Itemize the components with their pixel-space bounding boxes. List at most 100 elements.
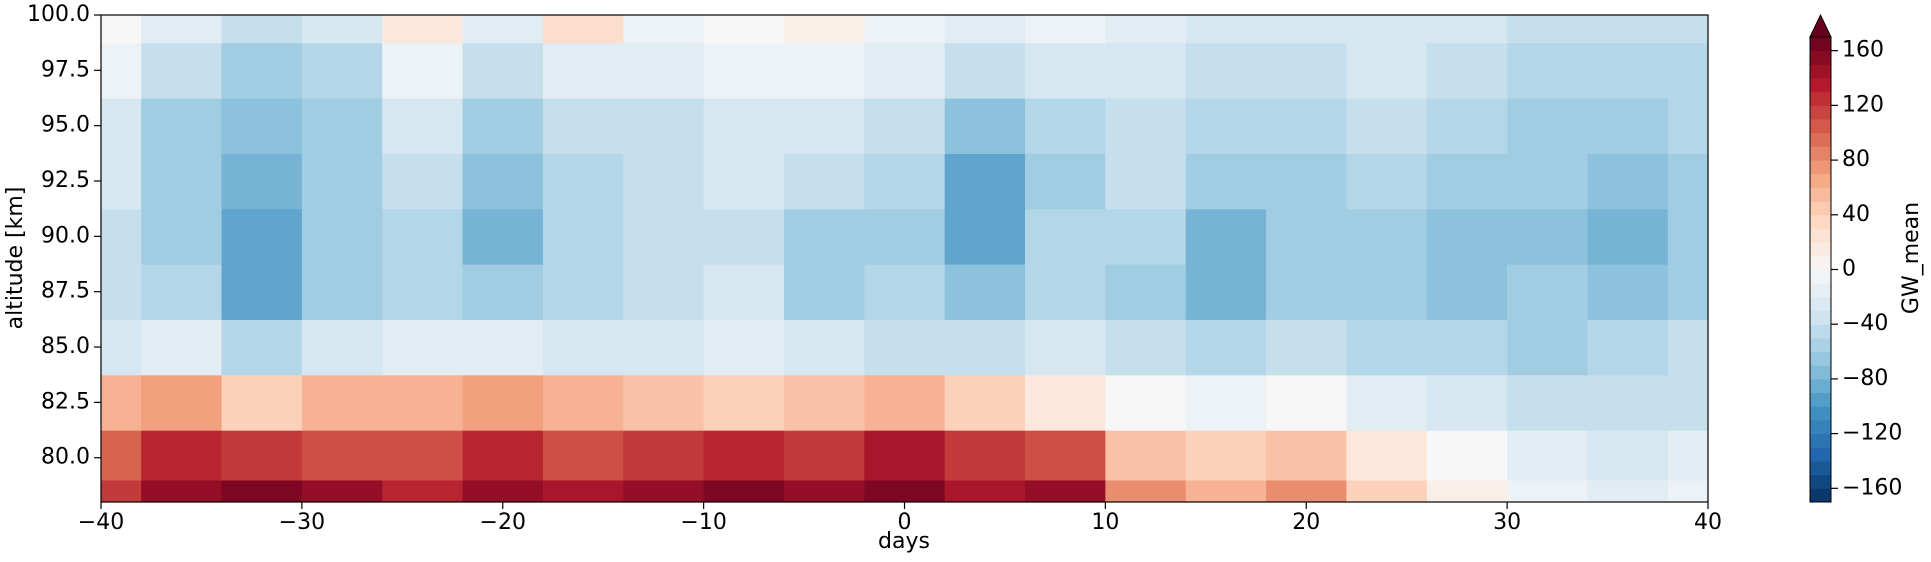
cell: [141, 98, 223, 154]
cell: [1507, 98, 1589, 154]
colorbar-band: [1810, 78, 1831, 93]
cell: [101, 98, 142, 154]
cell: [623, 479, 705, 502]
colorbar-band: [1810, 283, 1831, 298]
cell: [783, 15, 865, 44]
cell: [221, 208, 303, 265]
cell: [462, 98, 544, 154]
cell: [221, 319, 303, 376]
cell: [1105, 264, 1187, 320]
cell: [783, 319, 865, 376]
cell: [1426, 479, 1508, 502]
cell: [1105, 479, 1187, 502]
cell: [382, 42, 464, 99]
cell: [1266, 319, 1348, 376]
colorbar-band: [1810, 337, 1831, 353]
cell: [944, 153, 1026, 210]
cell: [1587, 319, 1669, 376]
x-tick-label: 20: [1292, 510, 1320, 535]
cell: [1105, 208, 1187, 265]
x-tick-label: 40: [1694, 510, 1722, 535]
cell: [1346, 319, 1428, 376]
colorbar-band: [1810, 269, 1831, 284]
cell: [1507, 15, 1589, 44]
cell: [944, 430, 1026, 481]
cell: [382, 479, 464, 502]
cell: [944, 98, 1026, 154]
cell: [1507, 374, 1589, 431]
cell: [301, 319, 383, 376]
colorbar-band: [1810, 474, 1831, 489]
colorbar-extend: [1809, 13, 1832, 38]
cell: [221, 15, 303, 44]
cell: [542, 153, 624, 210]
cell: [1025, 15, 1106, 44]
colorbar-band: [1810, 242, 1831, 257]
cell: [783, 479, 865, 502]
cell: [1105, 430, 1187, 481]
cell: [1426, 98, 1508, 154]
cell: [382, 430, 464, 481]
colorbar-band: [1810, 37, 1831, 52]
colorbar-band: [1810, 173, 1831, 188]
colorbar-band: [1810, 64, 1831, 79]
cell: [462, 42, 544, 99]
y-tick-label: 80.0: [41, 445, 90, 470]
cell: [462, 319, 544, 376]
cell: [1426, 430, 1508, 481]
colorbar-tick-label: −160: [1842, 475, 1902, 500]
cell: [783, 264, 865, 320]
cell: [1105, 374, 1187, 431]
cell: [1025, 430, 1106, 481]
cell: [1266, 430, 1348, 481]
colorbar-band: [1810, 433, 1831, 448]
cell: [1346, 15, 1428, 44]
cell: [1185, 430, 1267, 481]
y-tick-label: 92.5: [41, 168, 90, 193]
cell: [1346, 208, 1428, 265]
cell: [1667, 374, 1708, 431]
cell: [1667, 264, 1708, 320]
colorbar-band: [1810, 488, 1831, 503]
cell: [864, 208, 946, 265]
cell: [1185, 15, 1267, 44]
colorbar-band: [1810, 105, 1831, 120]
cell: [1025, 479, 1106, 502]
colorbar-band: [1810, 392, 1831, 407]
cell: [382, 208, 464, 265]
colorbar-band: [1810, 214, 1831, 229]
cell: [783, 153, 865, 210]
cell: [141, 153, 223, 210]
cell: [1667, 430, 1708, 481]
cell: [864, 42, 946, 99]
cell: [1266, 98, 1348, 154]
colorbar-band: [1810, 160, 1831, 175]
cell: [864, 98, 946, 154]
cell: [944, 15, 1026, 44]
cell: [462, 15, 544, 44]
colorbar-band: [1810, 296, 1831, 312]
cell: [462, 479, 544, 502]
cell: [1025, 264, 1106, 320]
cell: [221, 479, 303, 502]
colorbar-band: [1810, 447, 1831, 462]
cell: [462, 264, 544, 320]
colorbar-band: [1810, 324, 1831, 339]
cell: [301, 153, 383, 210]
cell: [1667, 208, 1708, 265]
cell: [703, 153, 785, 210]
cell: [864, 264, 946, 320]
cell: [382, 98, 464, 154]
x-tick-label: 0: [898, 510, 912, 535]
cell: [1105, 42, 1187, 99]
cell: [1587, 15, 1669, 44]
colorbar-band: [1810, 119, 1831, 134]
cell: [1266, 15, 1348, 44]
colorbar-band: [1810, 365, 1831, 380]
cell: [1025, 42, 1106, 99]
cell: [1025, 208, 1106, 265]
cell: [1667, 319, 1708, 376]
colorbar-band: [1810, 406, 1831, 421]
cell: [1266, 208, 1348, 265]
cell: [101, 42, 142, 99]
